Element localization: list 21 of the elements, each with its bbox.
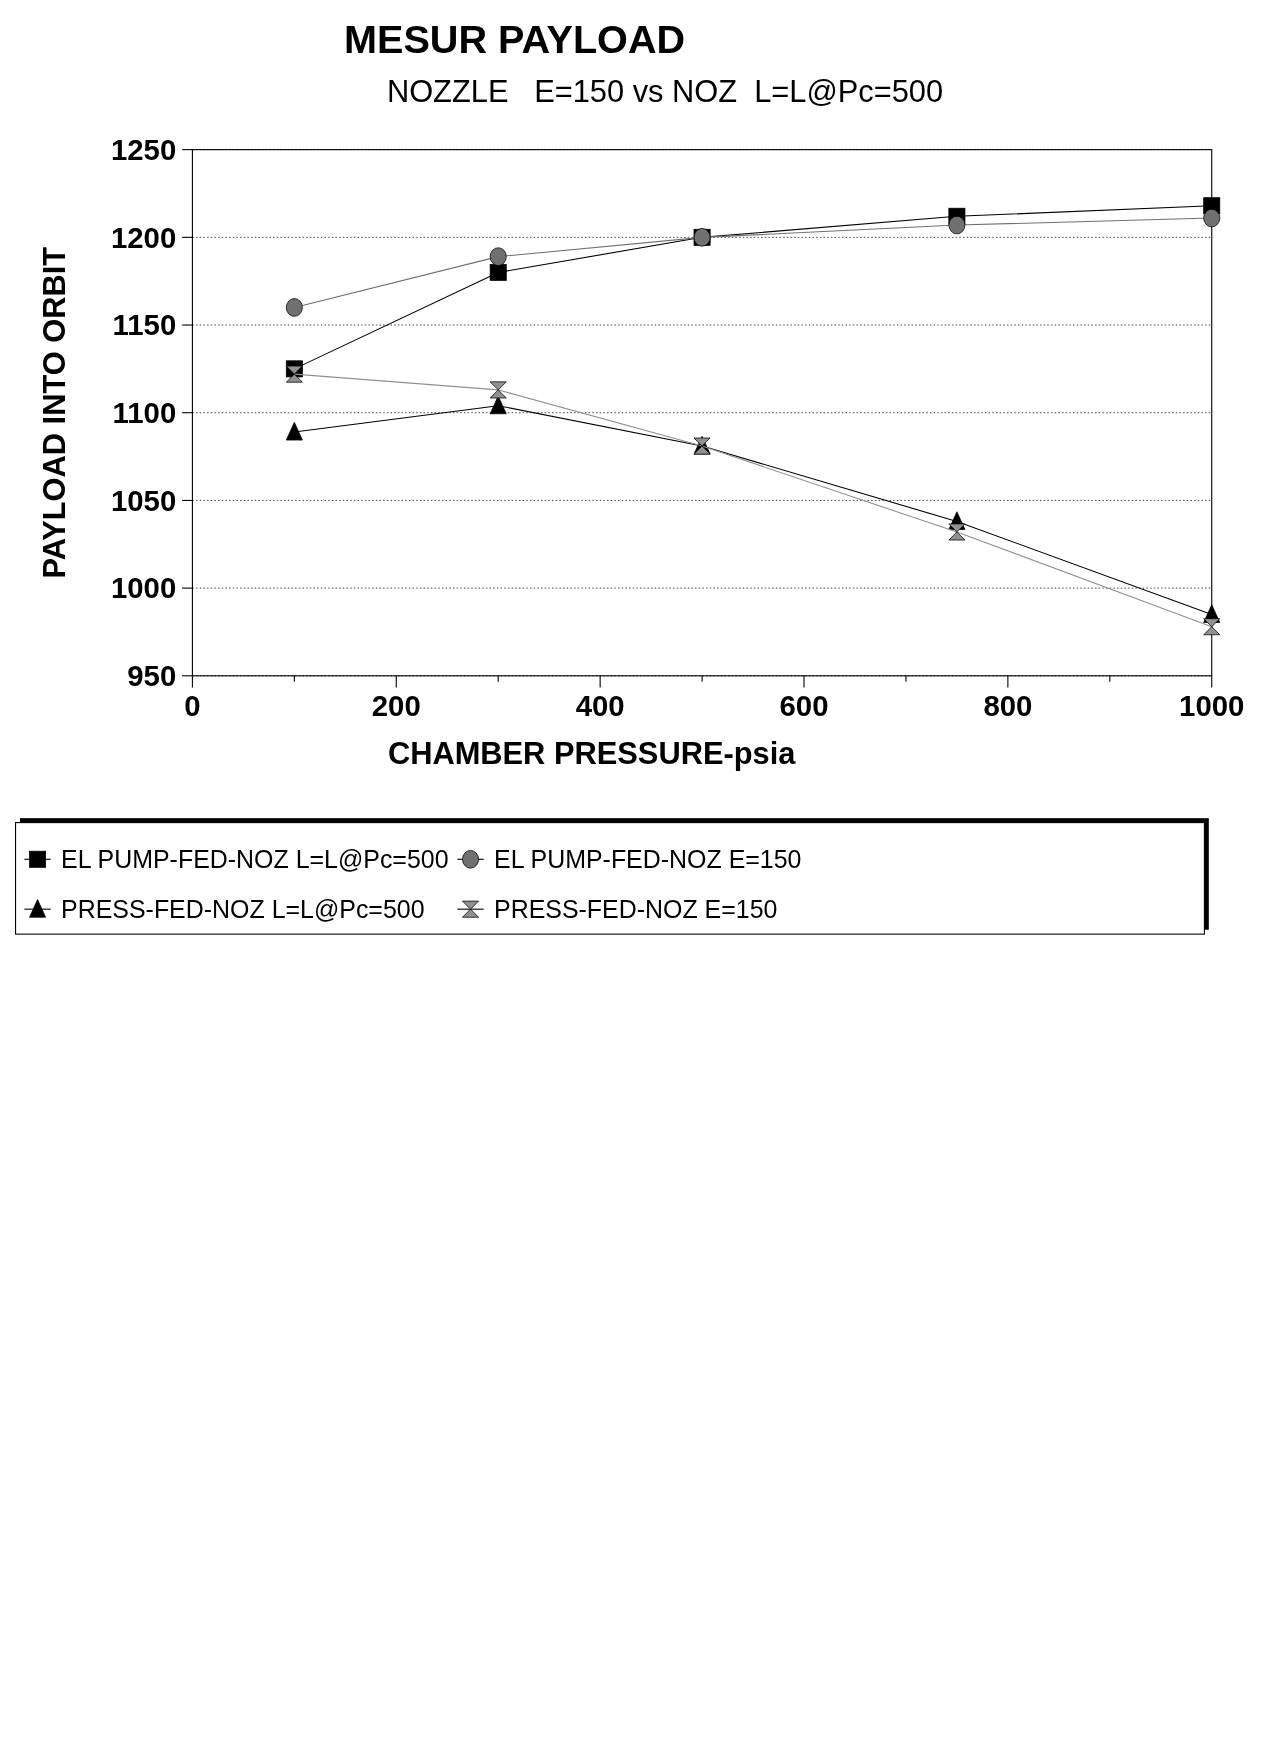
x-tick-label: 400 bbox=[575, 689, 625, 723]
y-tick-label: 1150 bbox=[112, 308, 177, 342]
chart-title: MESUR PAYLOAD bbox=[344, 17, 686, 62]
x-tick-label: 200 bbox=[371, 689, 421, 723]
x-tick-label: 1000 bbox=[1179, 689, 1245, 723]
legend-label: PRESS-FED-NOZ L=L@Pc=500 bbox=[61, 894, 425, 923]
y-tick-label: 950 bbox=[127, 659, 177, 693]
y-tick-label: 1200 bbox=[110, 220, 177, 254]
x-tick-label: 0 bbox=[184, 689, 201, 723]
y-tick-label: 1050 bbox=[110, 483, 177, 517]
y-tick-label: 1000 bbox=[110, 571, 177, 605]
y-tick-label: 1100 bbox=[112, 396, 177, 429]
y-tick-label: 1250 bbox=[110, 132, 177, 166]
legend-label: EL PUMP-FED-NOZ E=150 bbox=[494, 845, 802, 874]
x-tick-label: 600 bbox=[779, 689, 829, 723]
x-tick-label: 800 bbox=[983, 689, 1033, 723]
y-axis-title: PAYLOAD INTO ORBIT bbox=[37, 246, 73, 579]
chart-subtitle: NOZZLE E=150 vs NOZ L=L@Pc=500 bbox=[386, 73, 944, 109]
x-axis-title: CHAMBER PRESSURE-psia bbox=[387, 735, 797, 771]
legend-label: PRESS-FED-NOZ E=150 bbox=[494, 894, 778, 923]
legend-label: EL PUMP-FED-NOZ L=L@Pc=500 bbox=[61, 845, 449, 874]
